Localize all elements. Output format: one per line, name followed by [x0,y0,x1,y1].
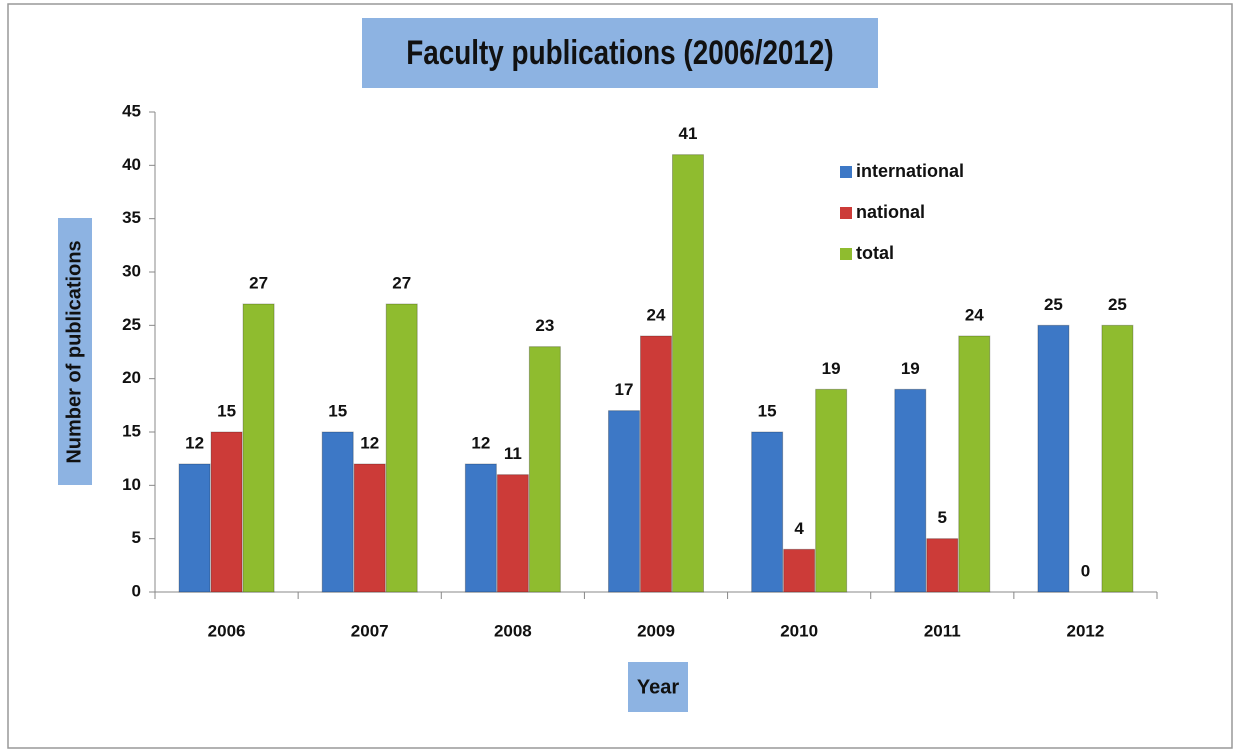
bar [1101,324,1134,593]
bar [242,303,275,593]
bar [385,303,418,593]
bar [608,410,640,593]
x-tick-label: 2008 [494,621,532,640]
value-label: 11 [504,444,522,463]
y-tick-label: 20 [122,368,141,387]
value-label: 15 [328,401,347,420]
y-tick-label: 40 [122,155,141,174]
value-label: 25 [1108,295,1127,314]
x-axis-label: Year [637,676,679,698]
bar [926,538,959,593]
bar [210,431,243,593]
legend-swatch [840,207,852,219]
frame [7,3,1233,749]
value-label: 12 [185,433,204,452]
legend-label: total [856,243,894,263]
chart-title: Faculty publications (2006/2012) [406,33,833,71]
bar [783,548,816,593]
x-tick-label: 2011 [924,621,961,640]
value-label: 15 [758,401,777,420]
value-label: 17 [615,380,634,399]
y-tick-label: 5 [132,528,141,547]
y-tick-label: 45 [122,101,141,120]
y-tick-label: 10 [122,475,141,494]
legend-swatch [840,248,852,260]
x-tick-label: 2012 [1067,621,1105,640]
bar [672,154,704,593]
x-tick-label: 2009 [637,621,675,640]
bar [958,335,991,593]
title-box [362,18,878,88]
y-tick-label: 0 [132,581,141,600]
value-label: 12 [471,433,490,452]
value-label: 5 [938,508,947,527]
bar [1037,324,1070,593]
y-tick-label: 35 [122,208,141,227]
legend-label: international [856,161,964,181]
value-label: 27 [392,273,411,292]
bar [321,431,354,593]
value-label: 12 [360,433,379,452]
y-axis-label: Number of publications [63,240,85,463]
x-tick-label: 2010 [780,621,818,640]
bar [640,335,672,593]
y-label-box [58,218,92,485]
legend-label: national [856,202,925,222]
x-tick-label: 2007 [351,621,389,640]
value-label: 19 [901,359,920,378]
y-tick-label: 30 [122,261,141,280]
y-tick-label: 25 [122,315,141,334]
bar [815,388,848,593]
value-label: 41 [679,124,698,143]
value-label: 24 [965,305,984,324]
bar [496,474,529,593]
value-label: 0 [1081,561,1090,580]
y-tick-label: 15 [122,421,141,440]
bar [353,463,386,593]
value-label: 23 [535,316,554,335]
bar [528,346,561,593]
x-tick-label: 2006 [208,621,246,640]
bar [464,463,497,593]
bar [178,463,211,593]
x-label-box [628,662,688,712]
value-label: 19 [822,359,841,378]
bar [894,388,927,593]
value-label: 15 [217,401,236,420]
value-label: 25 [1044,295,1063,314]
value-label: 24 [647,305,666,324]
bar [751,431,784,593]
value-label: 4 [794,519,804,538]
legend-swatch [840,166,852,178]
value-label: 27 [249,273,268,292]
